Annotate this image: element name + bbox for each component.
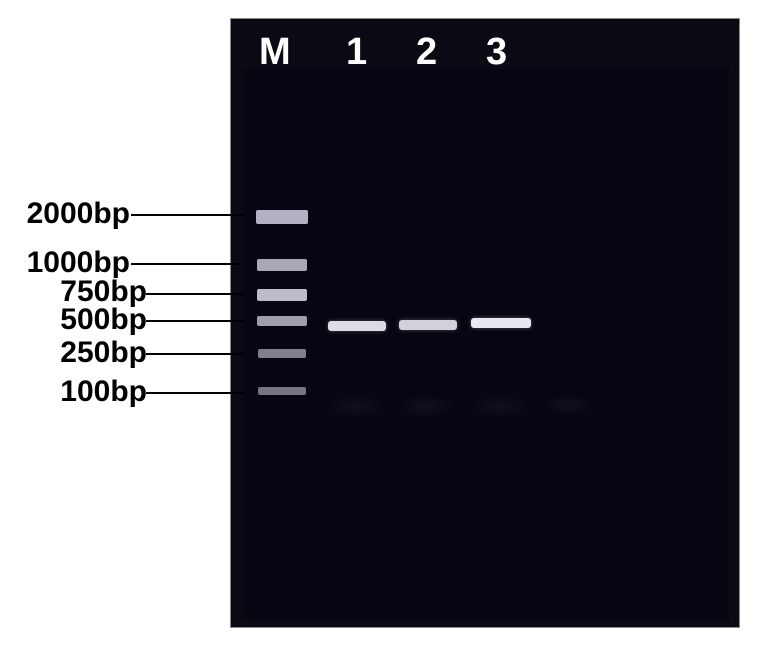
- size-label-2000bp: 2000bp: [10, 197, 130, 231]
- marker-line-100bp: [146, 392, 243, 394]
- size-label-250bp: 250bp: [27, 336, 147, 370]
- gel-inner-area: [243, 69, 729, 619]
- smear-lane2: [396, 394, 456, 419]
- smear-lane3: [469, 394, 531, 419]
- ladder-band-750bp: [257, 289, 307, 301]
- smear-lane1: [326, 394, 386, 419]
- ladder-band-2000bp: [256, 210, 308, 224]
- ladder-band-500bp: [257, 316, 307, 326]
- sample-band-lane1: [328, 321, 386, 331]
- marker-line-250bp: [146, 353, 243, 355]
- lane-label-1: 1: [346, 31, 367, 74]
- lane-label-3: 3: [486, 31, 507, 74]
- lane-label-2: 2: [416, 31, 437, 74]
- sample-band-lane3: [471, 318, 531, 328]
- smear-lane4: [541, 394, 596, 416]
- ladder-band-100bp: [258, 387, 306, 395]
- size-label-100bp: 100bp: [27, 375, 147, 409]
- ladder-band-250bp: [258, 349, 306, 358]
- marker-line-2000bp: [131, 214, 243, 216]
- lane-label-marker: M: [259, 31, 291, 74]
- gel-electrophoresis-image: M 1 2 3: [230, 18, 740, 628]
- size-label-500bp: 500bp: [27, 303, 147, 337]
- marker-line-1000bp: [131, 263, 243, 265]
- marker-line-500bp: [146, 320, 243, 322]
- ladder-band-1000bp: [257, 259, 307, 271]
- marker-line-750bp: [146, 293, 243, 295]
- sample-band-lane2: [399, 320, 457, 330]
